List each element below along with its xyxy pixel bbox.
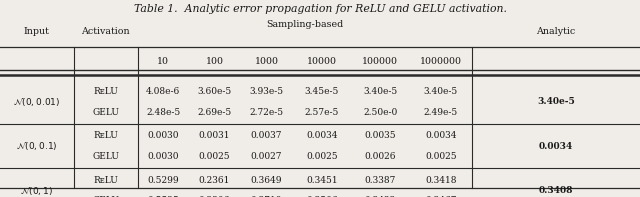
Text: 100: 100 bbox=[205, 57, 223, 66]
Text: 0.5525: 0.5525 bbox=[147, 196, 179, 197]
Text: RᴇLU: RᴇLU bbox=[93, 87, 118, 96]
Text: 100000: 100000 bbox=[362, 57, 398, 66]
Text: 0.0030: 0.0030 bbox=[147, 152, 179, 161]
Text: 0.0026: 0.0026 bbox=[364, 152, 396, 161]
Text: $\mathcal{N}(0, 0.01)$: $\mathcal{N}(0, 0.01)$ bbox=[13, 96, 60, 108]
Text: 3.40e-5: 3.40e-5 bbox=[363, 87, 397, 96]
Text: 0.0037: 0.0037 bbox=[251, 131, 282, 140]
Text: 0.3451: 0.3451 bbox=[306, 176, 338, 185]
Text: 2.69e-5: 2.69e-5 bbox=[197, 108, 232, 117]
Text: 3.60e-5: 3.60e-5 bbox=[197, 87, 232, 96]
Text: 0.0034: 0.0034 bbox=[539, 142, 573, 151]
Text: 0.3649: 0.3649 bbox=[251, 176, 282, 185]
Text: 0.0030: 0.0030 bbox=[147, 131, 179, 140]
Text: GELU: GELU bbox=[92, 108, 119, 117]
Text: 0.0034: 0.0034 bbox=[425, 131, 457, 140]
Text: 0.3719: 0.3719 bbox=[251, 196, 282, 197]
Text: 0.0025: 0.0025 bbox=[425, 152, 457, 161]
Text: 0.3506: 0.3506 bbox=[306, 196, 338, 197]
Text: RᴇLU: RᴇLU bbox=[93, 176, 118, 185]
Text: 2.50e-0: 2.50e-0 bbox=[363, 108, 397, 117]
Text: 10000: 10000 bbox=[307, 57, 337, 66]
Text: 0.3418: 0.3418 bbox=[425, 176, 457, 185]
Text: 0.0034: 0.0034 bbox=[306, 131, 338, 140]
Text: Analytic: Analytic bbox=[536, 27, 576, 36]
Text: 0.5299: 0.5299 bbox=[147, 176, 179, 185]
Text: Input: Input bbox=[24, 27, 50, 36]
Text: 0.3433: 0.3433 bbox=[365, 196, 396, 197]
Text: 3.93e-5: 3.93e-5 bbox=[250, 87, 284, 96]
Text: 3.40e-5: 3.40e-5 bbox=[424, 87, 458, 96]
Text: 0.3387: 0.3387 bbox=[364, 176, 396, 185]
Text: GELU: GELU bbox=[92, 152, 119, 161]
Text: 0.2306: 0.2306 bbox=[198, 196, 230, 197]
Text: GELU: GELU bbox=[92, 196, 119, 197]
Text: 0.3467: 0.3467 bbox=[425, 196, 457, 197]
Text: 1000000: 1000000 bbox=[420, 57, 462, 66]
Text: 1000: 1000 bbox=[255, 57, 278, 66]
Text: 0.0027: 0.0027 bbox=[251, 152, 282, 161]
Text: 4.08e-6: 4.08e-6 bbox=[146, 87, 180, 96]
Text: 2.57e-5: 2.57e-5 bbox=[305, 108, 339, 117]
Text: 0.0035: 0.0035 bbox=[364, 131, 396, 140]
Text: 0.0025: 0.0025 bbox=[198, 152, 230, 161]
Text: 0.3408: 0.3408 bbox=[539, 186, 573, 195]
Text: 2.72e-5: 2.72e-5 bbox=[250, 108, 284, 117]
Text: $\mathcal{N}(0, 0.1)$: $\mathcal{N}(0, 0.1)$ bbox=[16, 140, 58, 152]
Text: $\mathcal{N}(0, 1)$: $\mathcal{N}(0, 1)$ bbox=[20, 185, 53, 197]
Text: Table 1.  Analytic error propagation for ReLU and GELU activation.: Table 1. Analytic error propagation for … bbox=[134, 4, 506, 14]
Text: 3.40e-5: 3.40e-5 bbox=[538, 98, 575, 106]
Text: 0.2361: 0.2361 bbox=[198, 176, 230, 185]
Text: 10: 10 bbox=[157, 57, 169, 66]
Text: 2.49e-5: 2.49e-5 bbox=[424, 108, 458, 117]
Text: 0.0031: 0.0031 bbox=[198, 131, 230, 140]
Text: 2.48e-5: 2.48e-5 bbox=[146, 108, 180, 117]
Text: 3.45e-5: 3.45e-5 bbox=[305, 87, 339, 96]
Text: RᴇLU: RᴇLU bbox=[93, 131, 118, 140]
Text: Sampling-based: Sampling-based bbox=[266, 20, 344, 29]
Text: Activation: Activation bbox=[81, 27, 130, 36]
Text: 0.0025: 0.0025 bbox=[306, 152, 338, 161]
